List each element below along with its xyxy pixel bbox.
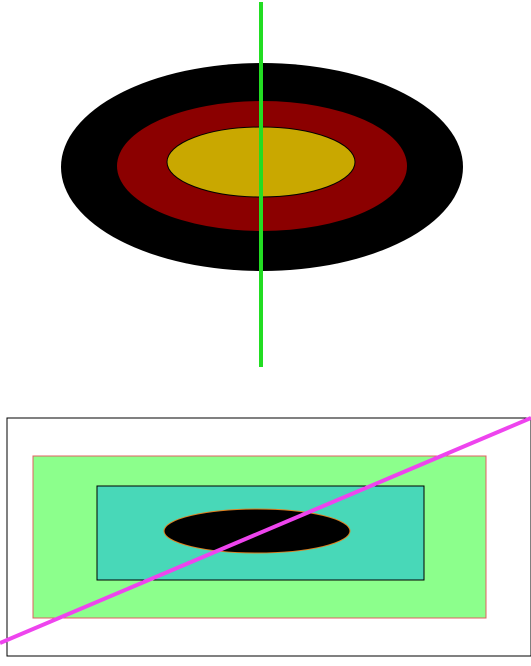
top-figure [61,2,463,367]
bottom-figure [0,416,531,657]
black-ellipse [163,508,351,554]
diagonal-magenta-line [0,416,531,645]
